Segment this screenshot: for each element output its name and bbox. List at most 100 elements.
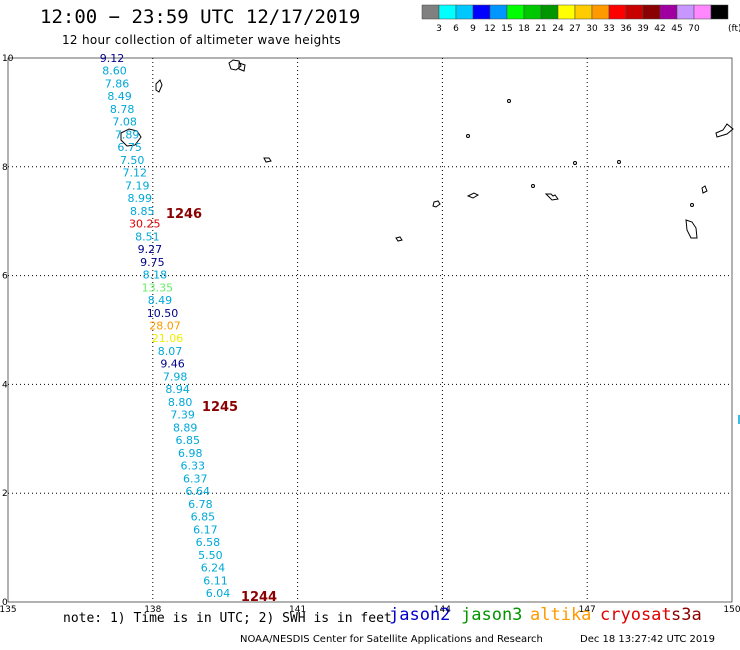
legend-swatch [693,4,712,20]
legend-label: 6 [453,24,459,34]
footer-credit: NOAA/NESDIS Center for Satellite Applica… [240,634,543,645]
x-tick-label: 135 [0,605,17,615]
legend-label: 70 [688,24,700,34]
wave-height-reading: 9.27 [138,243,163,256]
legend-swatch [608,4,627,20]
legend-swatch [455,4,474,20]
satellite-label-altika: altika [530,605,592,625]
wave-height-reading: 6.75 [117,141,142,154]
island-outline [228,59,242,71]
wave-height-reading: 13.35 [142,281,174,294]
wave-height-reading: 6.85 [191,511,216,524]
legend-swatch [472,4,491,20]
legend-swatch [710,4,729,20]
x-tick-label: 144 [434,605,451,615]
legend-label: 33 [603,24,614,34]
y-tick-label: 10 [2,54,14,64]
wave-height-reading: 5.50 [198,549,223,562]
wave-height-reading: 6.24 [201,562,226,575]
y-tick-label: 8 [2,163,8,173]
legend-swatch [659,4,678,20]
legend-swatch [557,4,576,20]
wave-height-reading: 9.12 [100,52,125,65]
wave-height-reading: 6.17 [193,523,218,536]
wave-height-reading: 6.37 [183,472,208,485]
island-outline [395,236,403,242]
legend-unit: (ft) [728,24,740,34]
x-tick-label: 138 [144,605,161,615]
legend-swatch [506,4,525,20]
legend-swatch [489,4,508,20]
legend-swatch [540,4,559,20]
wave-height-reading: 8.51 [135,230,160,243]
page-title: 12:00 − 23:59 UTC 12/17/2019 [40,6,361,28]
wave-height-reading: 7.39 [170,409,195,422]
legend-swatch [642,4,661,20]
wave-height-reading: 9.46 [160,358,185,371]
legend-label: 27 [569,24,580,34]
legend-label: 36 [620,24,632,34]
wave-height-reading: 6.98 [178,447,203,460]
island-outline [544,193,559,201]
legend-swatch [421,4,440,20]
legend-swatch [676,4,695,20]
satellite-label-cryosat: cryosat [600,605,672,625]
y-tick-label: 6 [2,272,8,282]
satellite-label-jason3: jason3 [461,605,523,625]
wave-height-reading: 7.12 [122,167,147,180]
legend-label: 18 [518,24,530,34]
wave-height-reading: 6.33 [181,460,206,473]
wave-height-reading: 7.89 [115,128,140,141]
legend-swatch [574,4,593,20]
small-island [573,161,577,165]
time-marker: 1246 [166,207,202,222]
y-tick-label: 2 [2,489,8,499]
wave-height-reading: 10.50 [147,307,179,320]
wave-height-reading: 9.75 [140,256,165,269]
y-tick-label: 4 [2,380,8,390]
small-island [531,184,535,188]
y-tick-label: 0 [2,598,8,608]
wave-height-reading: 8.85 [130,205,155,218]
legend-swatch [438,4,457,20]
footer-note: note: 1) Time is in UTC; 2) SWH is in fe… [63,611,392,626]
island-outline [715,123,734,138]
time-marker: 1245 [202,400,238,415]
plot-frame [7,57,733,603]
wave-height-reading: 8.99 [128,192,153,205]
small-island [507,99,511,103]
wave-height-reading: 7.19 [125,179,150,192]
wave-height-reading: 21.06 [152,332,184,345]
footer-timestamp: Dec 18 13:27:42 UTC 2019 [580,634,715,645]
legend-swatch [625,4,644,20]
legend-label: 3 [436,24,442,34]
island-outline [238,62,246,72]
wave-height-reading: 6.04 [206,587,231,600]
satellite-label-s3a: s3a [671,605,702,625]
wave-height-reading: 8.49 [148,294,173,307]
wave-height-reading: 6.78 [188,498,213,511]
island-outline [466,192,480,199]
wave-height-reading: 8.80 [168,396,193,409]
wave-height-reading: 7.50 [120,154,145,167]
wave-height-reading: 8.89 [173,421,198,434]
wave-height-reading: 28.07 [149,320,181,333]
legend-swatch [591,4,610,20]
wave-height-reading: 6.64 [186,485,211,498]
island-outline [432,200,441,208]
wave-height-reading: 6.58 [196,536,221,549]
island-outline [120,128,142,147]
legend-label: 30 [586,24,598,34]
legend-label: 39 [637,24,649,34]
wave-height-reading: 6.85 [175,434,200,447]
legend-label: 42 [654,24,665,34]
wave-height-reading: 8.18 [143,269,168,282]
time-marker: 1244 [241,590,277,605]
small-island [617,160,621,164]
legend-label: 45 [671,24,682,34]
legend-label: 12 [484,24,495,34]
wave-height-reading: 6.11 [203,574,228,587]
legend-label: 21 [535,24,546,34]
wave-height-reading: 30.25 [129,218,161,231]
